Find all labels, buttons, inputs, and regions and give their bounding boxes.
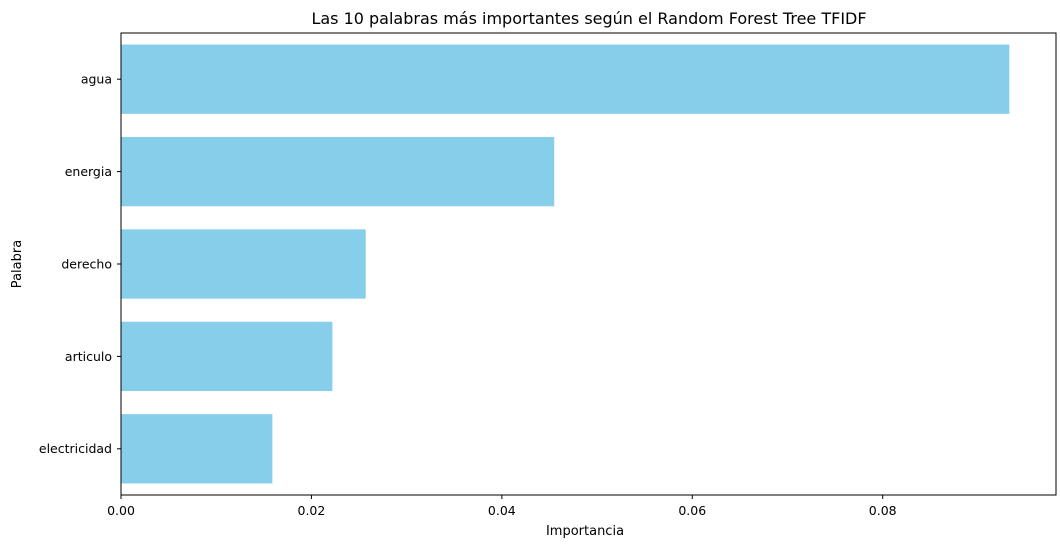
y-tick-label: derecho	[61, 256, 112, 271]
x-tick-label: 0.02	[298, 503, 326, 518]
bar-energia	[121, 136, 555, 207]
bar-electricidad	[121, 414, 273, 484]
y-ticks-group: agua energia derecho articulo electricidad	[39, 72, 121, 456]
x-tick-label: 0.00	[107, 503, 135, 518]
bar-articulo	[121, 321, 333, 392]
bar-derecho	[121, 229, 366, 299]
plot-frame	[120, 32, 1057, 496]
y-tick-label: agua	[81, 72, 112, 87]
chart-title: Las 10 palabras más importantes según el…	[311, 9, 866, 28]
x-ticks-group: 0.00 0.02 0.04 0.06 0.08	[107, 495, 897, 518]
x-axis-label: Importancia	[546, 524, 624, 539]
bar-agua	[121, 44, 1010, 114]
y-tick-label: electricidad	[39, 441, 112, 456]
y-axis-label: Palabra	[10, 240, 25, 288]
y-tick-label: energia	[65, 164, 112, 179]
bars-group	[121, 44, 1010, 484]
x-tick-label: 0.08	[869, 503, 897, 518]
x-tick-label: 0.06	[678, 503, 706, 518]
x-tick-label: 0.04	[488, 503, 516, 518]
y-tick-label: articulo	[65, 349, 112, 364]
